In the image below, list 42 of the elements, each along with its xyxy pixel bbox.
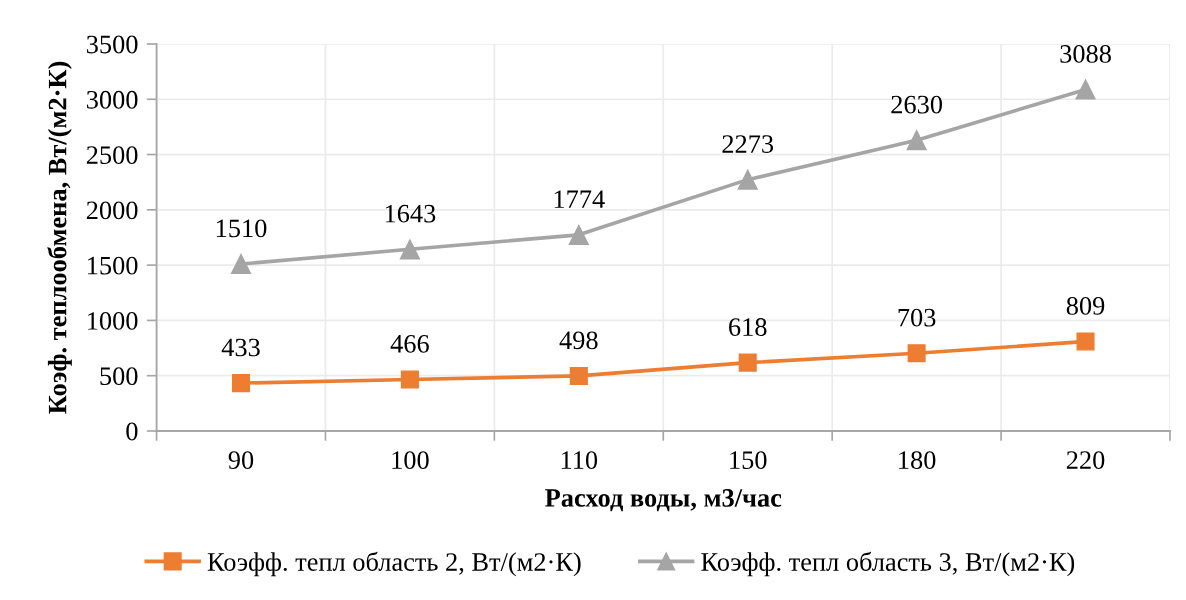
y-axis-title: Коэф. теплообмена, Вт/(м2·К) [47,61,72,414]
data-label: 1643 [385,204,436,223]
point [231,374,251,393]
y-tick-label: 2000 [86,201,138,220]
data-label: 466 [390,334,429,353]
data-label: 809 [1066,296,1105,315]
x-tick-label: 100 [392,451,429,469]
data-label: 1774 [554,190,605,208]
point [738,353,757,372]
x-tick-label: 180 [899,451,936,469]
point [230,253,252,275]
y-tick-label: 3000 [86,90,138,109]
data-label: 433 [221,338,260,357]
x-axis-title: Расход воды, м3/час [545,489,782,512]
point [400,370,419,389]
point [906,130,927,151]
data-label: 618 [729,318,767,336]
legend-label: Коэфф. тепл область 2, Вт/(м2·К) [207,551,581,577]
y-tick-label: 2500 [86,146,138,164]
point [568,224,589,245]
data-label: 2273 [722,135,774,153]
point [907,344,926,363]
x-tick-label: 150 [730,451,767,469]
legend-label: Коэфф. тепл область 3, Вт/(м2·К) [701,551,1075,577]
point [1075,79,1096,100]
y-tick-label: 1500 [88,256,138,275]
point [569,366,588,385]
y-tick-label: 1000 [88,312,138,330]
x-tick-label: 220 [1066,451,1105,469]
point [1076,332,1095,351]
point [737,169,758,190]
x-tick-label: 110 [561,451,598,469]
data-label: 703 [898,308,936,327]
data-label: 498 [559,331,598,350]
data-label: 3088 [1060,45,1111,63]
point [399,239,420,260]
x-tick-label: 90 [228,451,254,469]
data-label: 1510 [216,219,267,238]
y-tick-label: 500 [100,367,138,386]
data-label: 2630 [891,95,943,114]
y-tick-label: 3500 [86,35,138,54]
y-tick-label: 0 [126,422,138,441]
